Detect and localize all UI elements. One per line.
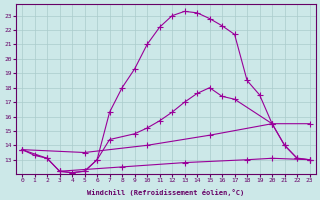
X-axis label: Windchill (Refroidissement éolien,°C): Windchill (Refroidissement éolien,°C) xyxy=(87,189,244,196)
